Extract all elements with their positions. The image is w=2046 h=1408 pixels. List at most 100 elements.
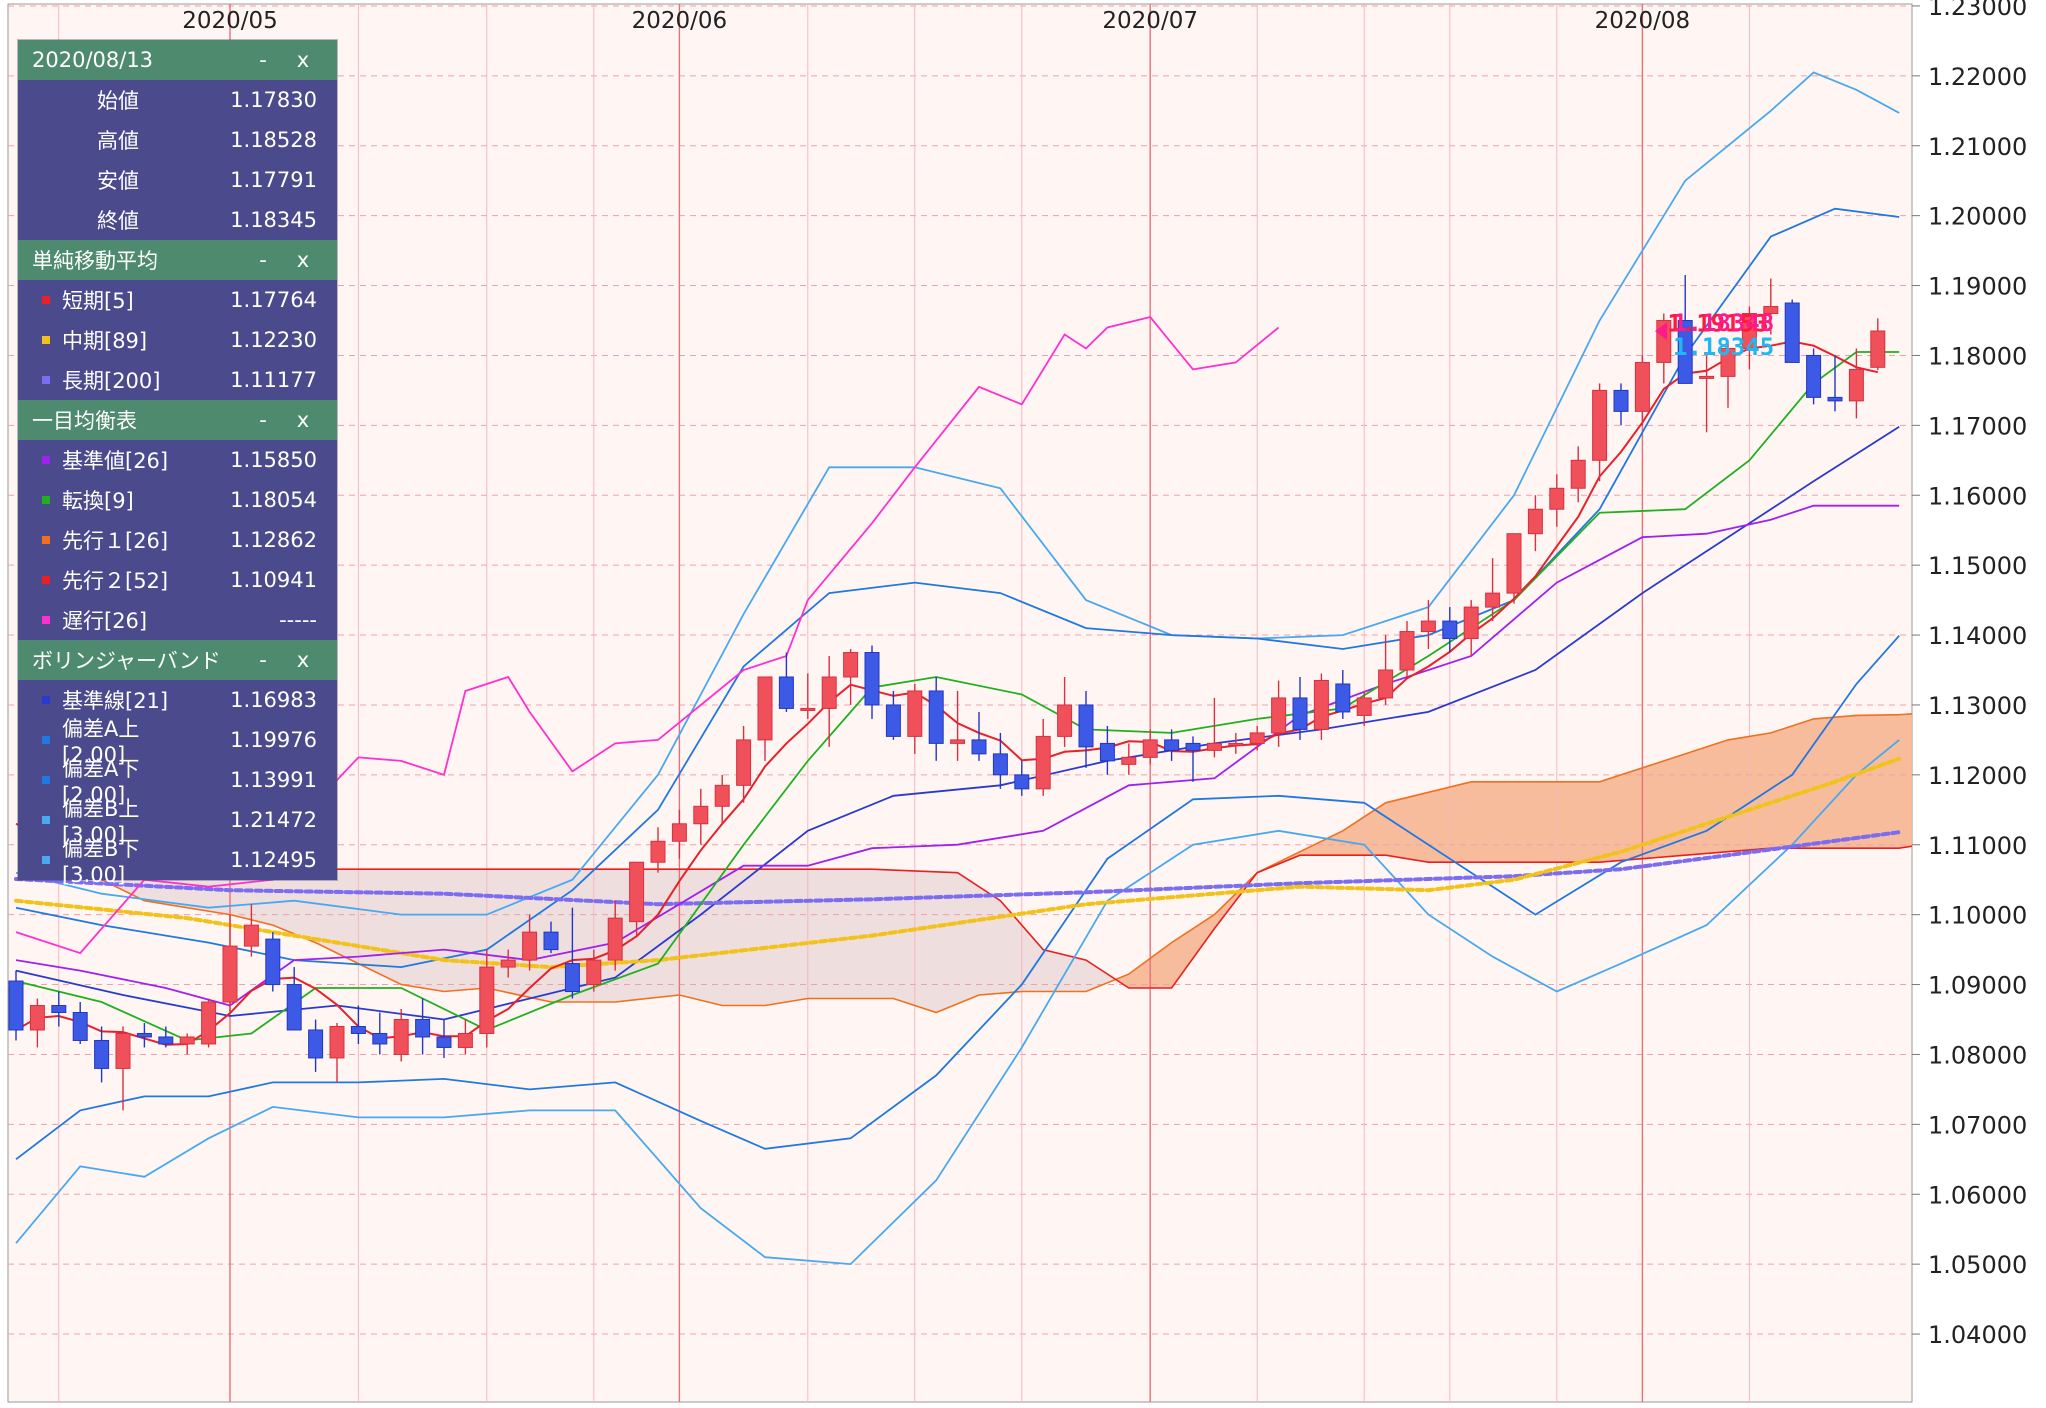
- candle-body: [907, 690, 923, 737]
- tenkan-label: 転換[9]: [62, 489, 134, 513]
- candle-body: [1741, 313, 1757, 349]
- sma-short-value: 1.17764: [230, 288, 317, 312]
- legend-swatch: [42, 536, 50, 544]
- y-tick-label: 1.19000: [1928, 273, 2027, 301]
- candle-body: [8, 980, 24, 1031]
- legend-swatch: [42, 856, 50, 864]
- down-candle: [1784, 299, 1800, 363]
- sma-long-value: 1.11177: [230, 368, 317, 392]
- sma-long-line: [14, 830, 1902, 907]
- up-candle: [1527, 495, 1543, 552]
- candle-body: [885, 704, 901, 737]
- candle-body: [1378, 669, 1394, 699]
- ichimoku-title: 一目均衡表: [32, 409, 137, 433]
- senkou2-value: 1.10941: [230, 568, 317, 592]
- candle-body: [522, 931, 538, 961]
- chikou-row: 遅行[26] -----: [18, 600, 337, 640]
- down-candle: [1099, 725, 1115, 775]
- candle-body: [1763, 306, 1779, 315]
- candle-body: [51, 1005, 67, 1014]
- candle-body: [1313, 679, 1329, 730]
- candle-body: [243, 924, 259, 947]
- bollinger-title: ボリンジャーバンド: [32, 649, 221, 673]
- up-candle: [1720, 341, 1736, 408]
- candle-body: [436, 1036, 452, 1048]
- tenkan-value: 1.18054: [230, 488, 317, 512]
- close-button[interactable]: x: [296, 248, 310, 272]
- sma-mid-line: [14, 756, 1902, 970]
- down-candle: [1078, 690, 1094, 768]
- y-tick-label: 1.16000: [1928, 482, 2027, 510]
- sma-header: 単純移動平均 - x: [18, 240, 337, 280]
- y-tick-label: 1.05000: [1928, 1251, 2027, 1279]
- candle-body: [1870, 330, 1886, 368]
- up-candle: [479, 949, 495, 1048]
- candle-body: [1592, 389, 1608, 461]
- up-candle: [243, 904, 259, 957]
- legend-swatch: [42, 696, 50, 704]
- candle-body: [1057, 704, 1073, 737]
- close-label: 終値: [97, 209, 139, 233]
- candle-body: [1099, 742, 1115, 762]
- candle-body: [1228, 742, 1244, 746]
- legend-swatch: [42, 816, 50, 824]
- bb-b-upper-label: 偏差B上[3.00]: [62, 797, 140, 847]
- minimize-button[interactable]: -: [259, 408, 267, 432]
- up-candle: [1399, 621, 1415, 677]
- up-candle: [1313, 673, 1329, 740]
- sma-title: 単純移動平均: [32, 249, 158, 273]
- close-value: 1.18345: [230, 208, 317, 232]
- ohlc-header: 2020/08/13 - x: [18, 40, 337, 80]
- candle-body: [1292, 697, 1308, 730]
- down-candle: [1014, 760, 1030, 796]
- bb-b-upper-row: 偏差B上[3.00] 1.21472: [18, 797, 337, 847]
- candle-body: [94, 1039, 110, 1069]
- candle-body: [1335, 683, 1351, 713]
- down-candle: [1677, 275, 1693, 384]
- up-candle: [1420, 600, 1436, 650]
- down-candle: [1613, 383, 1629, 426]
- candle-body: [350, 1025, 366, 1034]
- up-candle: [201, 998, 217, 1048]
- close-button[interactable]: x: [296, 48, 310, 72]
- sma-mid-value: 1.12230: [230, 328, 317, 352]
- up-candle: [1634, 355, 1650, 426]
- x-tick-label: 2020/06: [632, 8, 728, 34]
- candle-body: [115, 1032, 131, 1069]
- close-button[interactable]: x: [296, 648, 310, 672]
- candle-body: [1806, 354, 1822, 398]
- minimize-button[interactable]: -: [259, 648, 267, 672]
- y-tick-label: 1.06000: [1928, 1181, 2027, 1209]
- ohlc-date: 2020/08/13: [32, 48, 154, 72]
- up-candle: [1206, 697, 1222, 758]
- up-candle: [757, 676, 773, 761]
- candle-body: [800, 707, 816, 711]
- candle-body: [821, 676, 837, 709]
- minimize-button[interactable]: -: [259, 48, 267, 72]
- y-tick-label: 1.07000: [1928, 1111, 2027, 1139]
- current-price-label: 1.18348: [1673, 309, 1774, 337]
- ohlc-low-row: 安値 1.17791: [18, 160, 337, 200]
- candle-body: [29, 1005, 45, 1031]
- bb-mid-label: 基準線[21]: [62, 689, 169, 713]
- candle-body: [564, 963, 580, 993]
- up-candle: [629, 861, 645, 936]
- legend-swatch: [42, 376, 50, 384]
- up-candle: [650, 827, 666, 873]
- candle-body: [1549, 487, 1565, 510]
- minimize-button[interactable]: -: [259, 248, 267, 272]
- candle-body: [1848, 368, 1864, 402]
- down-candle: [992, 732, 1008, 789]
- candle-body: [1463, 606, 1479, 640]
- y-tick-label: 1.10000: [1928, 902, 2027, 930]
- axes: 1.04000 1.05000 1.06000 1.07000 1.08000 1.090…: [182, 0, 2027, 1349]
- up-candle: [1549, 474, 1565, 527]
- candle-body: [1206, 742, 1222, 751]
- legend-swatch: [42, 776, 50, 784]
- candle-body: [950, 739, 966, 744]
- candle-body: [1078, 704, 1094, 748]
- y-tick-label: 1.23000: [1928, 0, 2027, 21]
- close-button[interactable]: x: [296, 408, 310, 432]
- candle-body: [1420, 620, 1436, 633]
